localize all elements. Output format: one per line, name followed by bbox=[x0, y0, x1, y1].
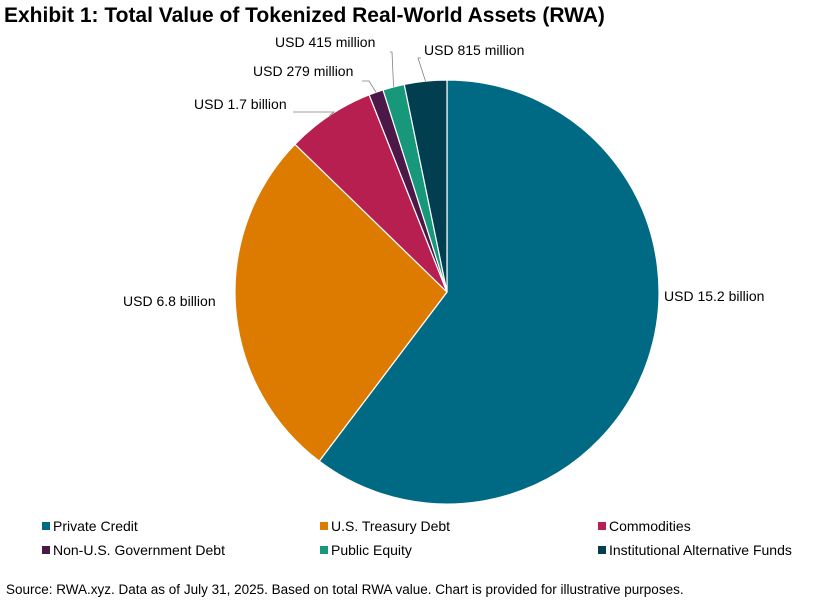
leader-line bbox=[293, 111, 336, 116]
legend-swatch bbox=[598, 522, 606, 530]
leader-lines bbox=[293, 51, 426, 116]
legend-label: U.S. Treasury Debt bbox=[331, 518, 451, 534]
data-label: USD 279 million bbox=[253, 63, 353, 79]
legend-item: Institutional Alternative Funds bbox=[598, 542, 792, 558]
legend-label: Non-U.S. Government Debt bbox=[53, 542, 225, 558]
pie-slice-private-credit bbox=[318, 79, 660, 505]
legend-item: Public Equity bbox=[320, 542, 412, 558]
leader-line bbox=[417, 57, 426, 82]
legend-swatch bbox=[42, 522, 50, 530]
legend-swatch bbox=[598, 546, 606, 554]
chart-legend: Private Credit U.S. Treasury Debt Commodit… bbox=[0, 516, 816, 564]
legend-label: Commodities bbox=[609, 518, 691, 534]
source-note: Source: RWA.xyz. Data as of July 31, 202… bbox=[6, 582, 684, 597]
pie-slices bbox=[234, 79, 660, 505]
legend-item: U.S. Treasury Debt bbox=[320, 518, 450, 534]
legend-label: Private Credit bbox=[53, 518, 138, 534]
data-label: USD 15.2 billion bbox=[664, 288, 764, 304]
chart-title: Exhibit 1: Total Value of Tokenized Real… bbox=[4, 4, 605, 27]
data-label: USD 1.7 billion bbox=[194, 96, 287, 112]
data-label: USD 815 million bbox=[424, 42, 524, 58]
pie-chart: USD 15.2 billion USD 6.8 billion USD 1.7 b… bbox=[123, 34, 764, 505]
legend-item: Non-U.S. Government Debt bbox=[42, 542, 225, 558]
leader-line bbox=[390, 51, 394, 87]
legend-item: Private Credit bbox=[42, 518, 138, 534]
legend-label: Institutional Alternative Funds bbox=[609, 542, 792, 558]
data-labels: USD 15.2 billion USD 6.8 billion USD 1.7 b… bbox=[123, 34, 764, 309]
legend-label: Public Equity bbox=[331, 542, 412, 558]
legend-swatch bbox=[320, 546, 328, 554]
data-label: USD 415 million bbox=[275, 34, 375, 50]
leader-line bbox=[362, 80, 377, 93]
data-label: USD 6.8 billion bbox=[123, 293, 216, 309]
legend-swatch bbox=[320, 522, 328, 530]
legend-swatch bbox=[42, 546, 50, 554]
pie-slice-u-s-treasury-debt bbox=[234, 143, 448, 463]
legend-item: Commodities bbox=[598, 518, 691, 534]
